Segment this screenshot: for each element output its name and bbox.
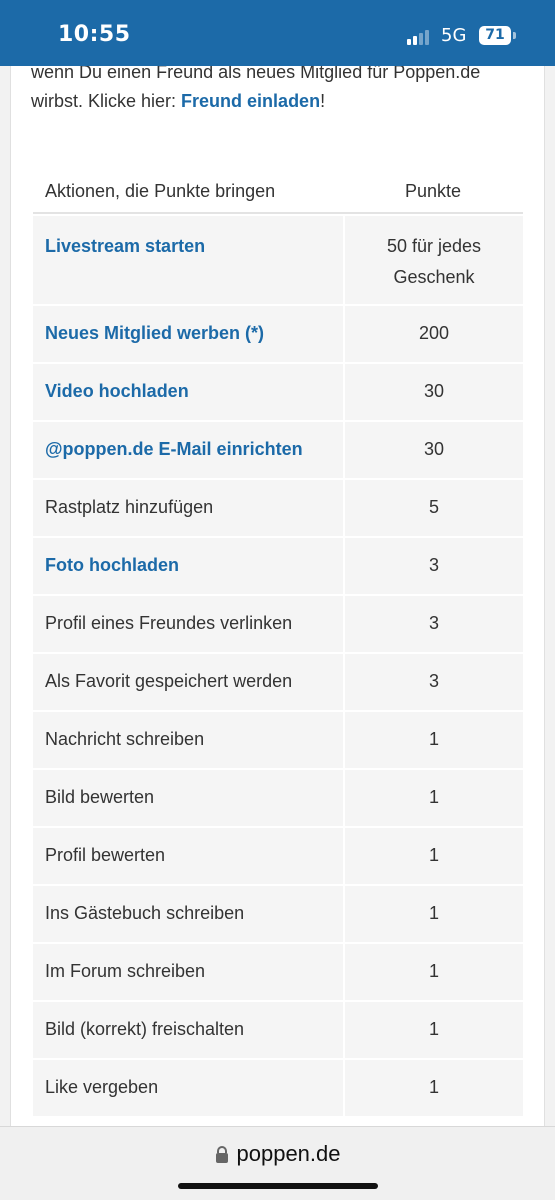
action-link[interactable]: Video hochladen [33,364,343,420]
table-row: Ins Gästebuch schreiben 1 [33,886,523,942]
header-points: Punkte [343,170,523,214]
lock-icon [215,1146,228,1163]
table-row: Video hochladen 30 [33,364,523,420]
points-table: Aktionen, die Punkte bringen Punkte Live… [33,168,523,1118]
points-value: 1 [343,944,523,1000]
action-link[interactable]: Livestream starten [33,216,343,304]
action-label: Profil bewerten [33,828,343,884]
table-row: @poppen.de E-Mail einrichten 30 [33,422,523,478]
points-value: 200 [343,306,523,362]
action-link[interactable]: @poppen.de E-Mail einrichten [33,422,343,478]
table-row: Neues Mitglied werben (*) 200 [33,306,523,362]
table-row: Nachricht schreiben 1 [33,712,523,768]
points-value: 3 [343,538,523,594]
action-label: Bild (korrekt) freischalten [33,1002,343,1058]
browser-bottom-bar: poppen.de [0,1126,555,1200]
action-label: Als Favorit gespeichert werden [33,654,343,710]
status-time: 10:55 [58,22,131,47]
action-label: Bild bewerten [33,770,343,826]
content-card: wenn Du einen Freund als neues Mitglied … [10,40,545,1140]
table-row: Profil eines Freundes verlinken 3 [33,596,523,652]
action-link[interactable]: Foto hochladen [33,538,343,594]
points-value: 3 [343,596,523,652]
invite-friend-link[interactable]: Freund einladen [181,91,321,111]
action-label: Nachricht schreiben [33,712,343,768]
action-label: Ins Gästebuch schreiben [33,886,343,942]
points-value: 1 [343,886,523,942]
table-row: Profil bewerten 1 [33,828,523,884]
battery-icon: 71 [479,26,511,45]
signal-icon [407,29,433,45]
action-label: Profil eines Freundes verlinken [33,596,343,652]
status-bar: 10:55 5G 71 [0,0,555,66]
home-indicator[interactable] [178,1183,378,1189]
points-value: 30 [343,364,523,420]
points-value: 30 [343,422,523,478]
table-row: Livestream starten 50 für jedes Geschenk [33,216,523,304]
battery-tip [513,32,516,39]
intro-body: wenn Du einen Freund als neues Mitglied … [31,62,481,111]
table-row: Rastplatz hinzufügen 5 [33,480,523,536]
action-link[interactable]: Neues Mitglied werben (*) [33,306,343,362]
table-row: Im Forum schreiben 1 [33,944,523,1000]
network-label: 5G [441,25,467,46]
intro-text: wenn Du einen Freund als neues Mitglied … [31,58,526,116]
points-value: 1 [343,828,523,884]
points-value: 5 [343,480,523,536]
points-value: 50 für jedes Geschenk [343,216,523,304]
points-value: 1 [343,712,523,768]
table-row: Bild bewerten 1 [33,770,523,826]
intro-suffix: ! [320,91,326,111]
address-bar[interactable]: poppen.de [0,1141,555,1167]
table-row: Als Favorit gespeichert werden 3 [33,654,523,710]
action-label: Like vergeben [33,1060,343,1116]
points-value: 1 [343,770,523,826]
action-label: Rastplatz hinzufügen [33,480,343,536]
header-action: Aktionen, die Punkte bringen [33,170,343,214]
points-value: 1 [343,1002,523,1058]
points-table-body: Livestream starten 50 für jedes Geschenk N… [33,216,523,1116]
table-row: Bild (korrekt) freischalten 1 [33,1002,523,1058]
action-label: Im Forum schreiben [33,944,343,1000]
table-row: Like vergeben 1 [33,1060,523,1116]
url-text: poppen.de [236,1141,341,1166]
points-value: 1 [343,1060,523,1116]
table-row: Foto hochladen 3 [33,538,523,594]
points-value: 3 [343,654,523,710]
